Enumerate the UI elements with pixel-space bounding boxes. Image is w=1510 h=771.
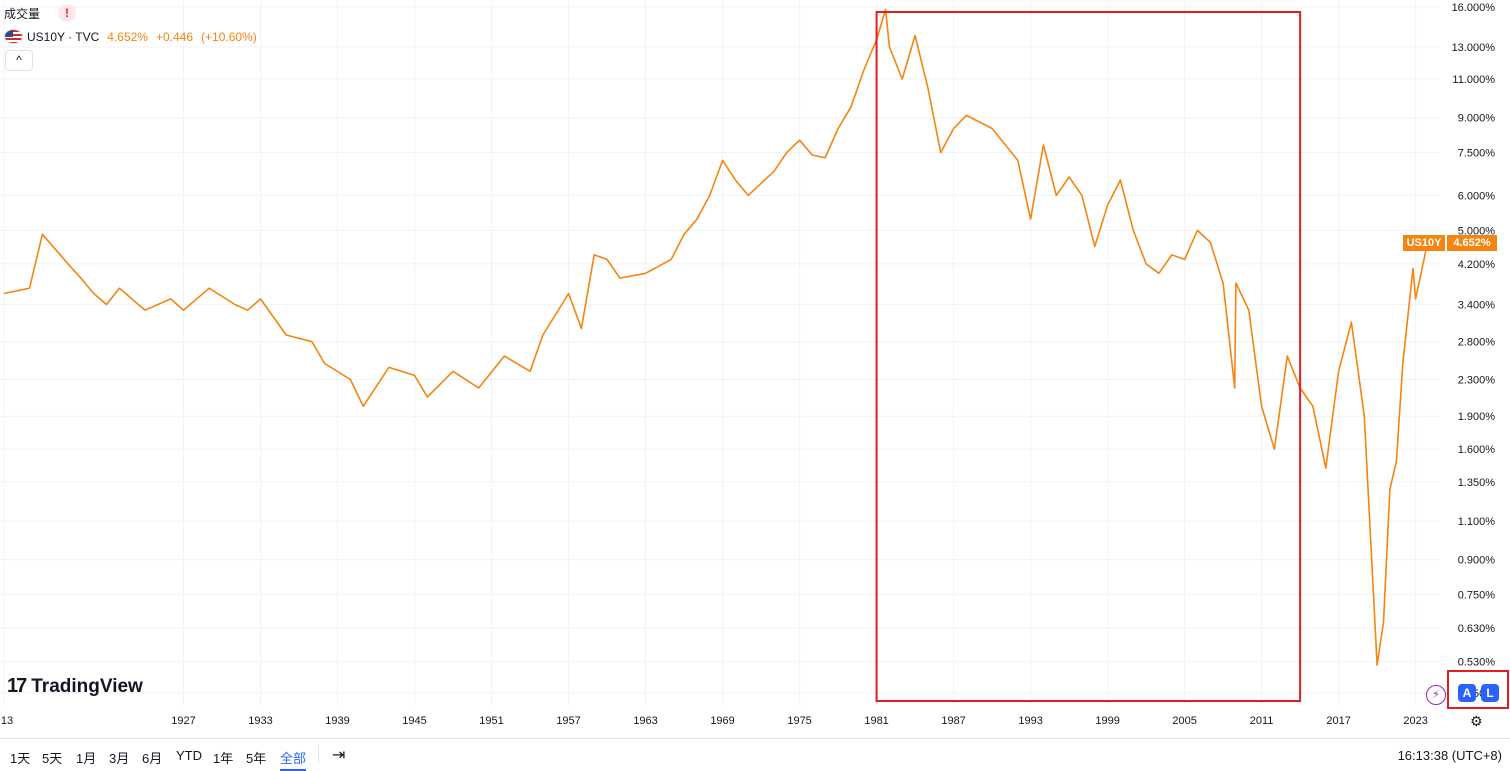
x-tick-label: 1981 xyxy=(864,715,888,727)
range-3m[interactable]: 3月 xyxy=(109,751,130,766)
x-tick-label: 2005 xyxy=(1172,715,1196,727)
x-tick-label: 1999 xyxy=(1095,715,1119,727)
date-range-icon[interactable]: ⇥ xyxy=(332,747,346,764)
price-tag-value: 4.652% xyxy=(1447,235,1497,251)
price-axis[interactable]: 16.000% 13.000% 11.000% 9.000% 7.500% 6.000% 5… xyxy=(1452,2,1496,700)
x-tick-label: 2017 xyxy=(1326,715,1350,727)
x-tick-label: 1945 xyxy=(402,715,426,727)
y-tick-label: 1.600% xyxy=(1458,444,1496,456)
x-tick-label: 1987 xyxy=(941,715,965,727)
x-tick-label: 2011 xyxy=(1250,715,1274,727)
y-tick-label: 1.350% xyxy=(1458,477,1496,489)
legend-change: +0.446 xyxy=(155,29,194,44)
flash-icon[interactable]: ⚡ xyxy=(1426,685,1446,705)
x-tick-label: 1939 xyxy=(325,715,349,727)
series-line-us10y xyxy=(3,8,1436,666)
x-tick-label: 1933 xyxy=(248,715,272,727)
y-tick-label: 16.000% xyxy=(1452,2,1496,14)
log-scale-button[interactable]: L xyxy=(1481,684,1499,702)
y-tick-label: 0.530% xyxy=(1458,656,1496,668)
x-tick-label: 2023 xyxy=(1403,715,1427,727)
x-tick-label: 1927 xyxy=(171,715,195,727)
legend-last: 4.652% xyxy=(107,29,148,44)
time-axis[interactable]: 13 1927 1933 1939 1945 1951 1957 1963 1969 1975 19… xyxy=(1,715,1428,727)
range-5y[interactable]: 5年 xyxy=(246,751,267,766)
legend-symbol: US10Y · TVC xyxy=(27,29,100,44)
x-tick-label: 1951 xyxy=(479,715,503,727)
toolbar-divider xyxy=(318,745,319,763)
y-tick-label: 9.000% xyxy=(1458,113,1496,125)
y-tick-label: 2.800% xyxy=(1458,337,1496,349)
y-tick-label: 0.630% xyxy=(1458,623,1496,635)
logo-mark: 17 xyxy=(7,675,27,697)
range-1y[interactable]: 1年 xyxy=(213,751,234,766)
chevron-up-icon[interactable]: ^ xyxy=(5,50,33,71)
x-tick-label: 1963 xyxy=(633,715,657,727)
range-1d[interactable]: 1天 xyxy=(10,751,31,766)
legend[interactable]: US10Y · TVC 4.652% +0.446 (+10.60%) xyxy=(4,29,257,44)
price-tag-symbol: US10Y xyxy=(1403,235,1445,251)
settings-gear-icon[interactable]: ⚙ xyxy=(1470,713,1483,729)
y-tick-label: 5.000% xyxy=(1458,225,1496,237)
scale-buttons-highlight xyxy=(1447,670,1509,709)
auto-scale-button[interactable]: A xyxy=(1458,684,1476,702)
range-all[interactable]: 全部 xyxy=(280,748,307,771)
x-tick-label: 1969 xyxy=(710,715,734,727)
range-5d[interactable]: 5天 xyxy=(42,751,63,766)
volume-label[interactable]: 成交量 xyxy=(4,7,41,21)
x-tick-label: 1975 xyxy=(787,715,811,727)
range-1m[interactable]: 1月 xyxy=(76,751,97,766)
y-tick-label: 7.500% xyxy=(1458,148,1496,160)
clock[interactable]: 16:13:38 (UTC+8) xyxy=(1397,748,1502,763)
range-ytd[interactable]: YTD xyxy=(176,748,202,763)
range-6m[interactable]: 6月 xyxy=(142,751,163,766)
logo-text: TradingView xyxy=(31,675,143,697)
y-tick-label: 0.900% xyxy=(1458,555,1496,567)
y-tick-label: 1.100% xyxy=(1458,516,1496,528)
bottom-toolbar: 1天 5天 1月 3月 6月 YTD 1年 5年 全部 ⇥ 16:13:38 (… xyxy=(0,738,1510,771)
legend-change-pct: (+10.60%) xyxy=(201,29,257,44)
x-tick-label: 1957 xyxy=(556,715,580,727)
x-tick-label: 1993 xyxy=(1018,715,1042,727)
grid-lines xyxy=(0,0,1440,706)
y-tick-label: 3.400% xyxy=(1458,299,1496,311)
y-tick-label: 0.750% xyxy=(1458,590,1496,602)
alert-icon[interactable]: ! xyxy=(58,4,76,22)
flag-us-icon xyxy=(4,29,23,44)
x-tick-label: 13 xyxy=(1,715,13,727)
y-tick-label: 1.900% xyxy=(1458,411,1496,423)
highlight-rectangle[interactable] xyxy=(875,11,1302,702)
tradingview-logo[interactable]: 17 TradingView xyxy=(7,675,143,698)
y-tick-label: 6.000% xyxy=(1458,190,1496,202)
y-tick-label: 2.300% xyxy=(1458,375,1496,387)
y-tick-label: 4.200% xyxy=(1458,259,1496,271)
y-tick-label: 13.000% xyxy=(1452,42,1496,54)
y-tick-label: 11.000% xyxy=(1452,74,1495,86)
